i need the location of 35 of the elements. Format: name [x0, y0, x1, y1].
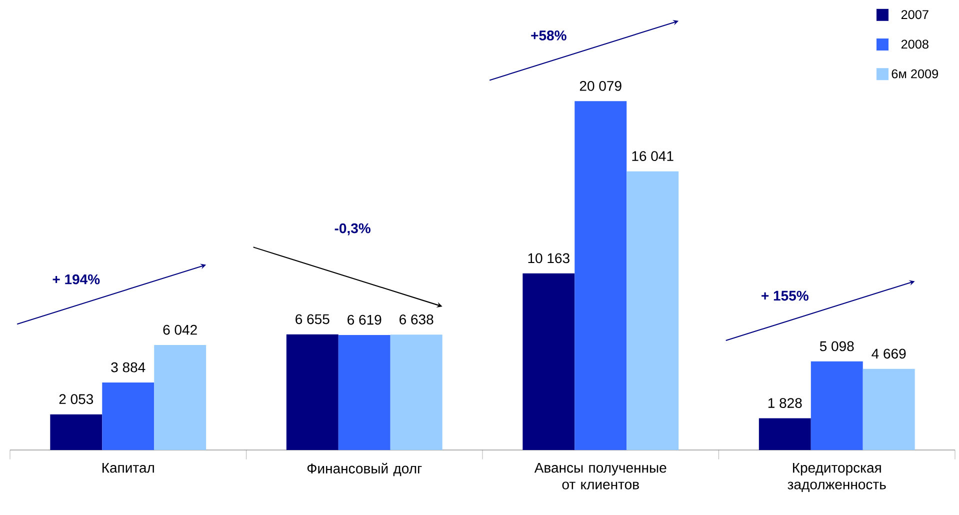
bar	[338, 335, 390, 450]
bar	[758, 418, 811, 450]
legend-label: 2007	[901, 10, 928, 20]
x-tick-label: Капитал	[102, 462, 154, 473]
data-label: 6 619	[348, 314, 382, 325]
data-label: 20 079	[580, 80, 622, 91]
legend-label: 2008	[901, 40, 928, 49]
bar	[390, 334, 442, 450]
data-label: 3 884	[111, 362, 146, 372]
data-label: 6 638	[400, 314, 434, 324]
data-label: 10 163	[528, 253, 570, 264]
annotation: + 155%	[762, 290, 808, 301]
data-label: 1 828	[768, 398, 802, 408]
bar	[810, 361, 863, 450]
data-label: 6 655	[296, 314, 330, 324]
bar	[574, 101, 627, 450]
text: +58%	[531, 30, 566, 40]
x-tick-label: Авансы полученные от клиентов	[534, 462, 666, 490]
data-label: 16 041	[632, 151, 674, 162]
annotation: -0,3%	[334, 223, 370, 236]
x-tick-label: Финансовый долг	[307, 462, 422, 476]
data-label: 5 098	[820, 341, 854, 352]
bar	[154, 345, 206, 450]
x-tick-label: Кредиторская задолженность	[788, 462, 886, 492]
bar	[286, 334, 338, 450]
bar	[626, 171, 679, 450]
bar	[522, 273, 575, 450]
bar	[50, 414, 102, 450]
bar	[102, 382, 154, 450]
annotation: + 194%	[52, 274, 100, 284]
legend-label: 6м 2009	[892, 69, 938, 78]
data-label: 2 053	[59, 394, 94, 404]
data-label: 6 042	[163, 324, 197, 335]
bar	[862, 368, 915, 450]
data-label: 4 669	[872, 348, 906, 359]
